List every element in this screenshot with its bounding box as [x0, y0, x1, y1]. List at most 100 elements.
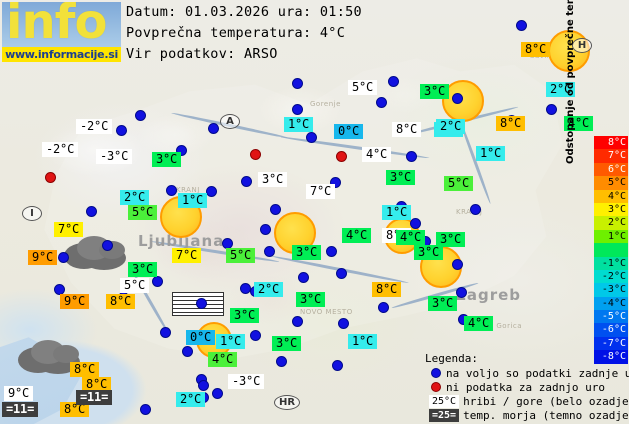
city-label: Velika Gorica: [470, 322, 523, 330]
dark-swatch-sample: =25=: [429, 408, 460, 422]
temperature-chip: 3°C: [258, 172, 288, 187]
temperature-chip: 8°C: [372, 282, 402, 297]
station-dot-no-data[interactable]: [250, 149, 261, 160]
station-dot[interactable]: [241, 176, 252, 187]
temperature-chip: 2°C: [120, 190, 150, 205]
red-dot-icon: [431, 382, 441, 392]
station-dot[interactable]: [546, 104, 557, 115]
temperature-chip: 3°C: [296, 292, 326, 307]
color-scale: Odstopanje od povprečne temperature: 8°C…: [565, 0, 628, 364]
temperature-chip: 2°C: [176, 392, 206, 407]
station-dot[interactable]: [338, 318, 349, 329]
station-dot[interactable]: [332, 360, 343, 371]
temperature-chip: 0°C: [334, 124, 364, 139]
temperature-chip: 3°C: [420, 84, 450, 99]
color-scale-row: -8°C: [594, 350, 628, 364]
station-dot[interactable]: [326, 246, 337, 257]
city-label: Gorenje: [310, 100, 341, 108]
station-dot[interactable]: [166, 185, 177, 196]
city-label: NOVO MESTO: [300, 308, 353, 316]
temperature-chip: 2°C: [546, 82, 576, 97]
legend-row-available: na voljo so podatki zadnje ure: [425, 366, 629, 380]
station-dot[interactable]: [270, 204, 281, 215]
station-dot[interactable]: [250, 330, 261, 341]
station-dot[interactable]: [102, 240, 113, 251]
temperature-chip: 1°C: [348, 334, 378, 349]
station-dot[interactable]: [264, 246, 275, 257]
temperature-chip: 4°C: [342, 228, 372, 243]
station-dot[interactable]: [54, 284, 65, 295]
temperature-chip: 3°C: [230, 308, 260, 323]
station-dot[interactable]: [292, 104, 303, 115]
legend-title: Legenda:: [425, 352, 478, 365]
color-scale-row: 7°C: [594, 149, 628, 163]
site-logo[interactable]: info www.informacije.si: [2, 2, 121, 62]
temperature-chip: 0°C: [186, 330, 216, 345]
temperature-chip: 3°C: [414, 245, 444, 260]
station-dot[interactable]: [410, 218, 421, 229]
station-dot[interactable]: [260, 224, 271, 235]
city-label: KRANJ: [176, 186, 200, 194]
temperature-chip: 8°C: [106, 294, 136, 309]
station-dot-no-data[interactable]: [45, 172, 56, 183]
station-dot[interactable]: [135, 110, 146, 121]
station-dot[interactable]: [336, 268, 347, 279]
sea-temperature-chip: =11=: [76, 390, 113, 405]
color-scale-row: -6°C: [594, 323, 628, 337]
station-dot[interactable]: [58, 252, 69, 263]
station-dot[interactable]: [378, 302, 389, 313]
station-dot[interactable]: [152, 276, 163, 287]
temperature-chip: 8°C: [392, 122, 422, 137]
station-dot[interactable]: [160, 327, 171, 338]
station-dot[interactable]: [198, 380, 209, 391]
station-dot[interactable]: [330, 177, 341, 188]
color-scale-row: 3°C: [594, 202, 628, 217]
temperature-chip: 8°C: [521, 42, 551, 57]
cloud-icon: [14, 336, 86, 376]
station-dot[interactable]: [206, 186, 217, 197]
station-dot[interactable]: [182, 346, 193, 357]
station-dot[interactable]: [140, 404, 151, 415]
station-dot[interactable]: [516, 20, 527, 31]
legend-label-mountains: hribi / gore (belo ozadje): [463, 394, 629, 408]
temperature-chip: 7°C: [54, 222, 84, 237]
temperature-chip: 2°C: [254, 282, 284, 297]
color-scale-row: -5°C: [594, 310, 628, 324]
station-dot[interactable]: [456, 287, 467, 298]
station-dot[interactable]: [406, 151, 417, 162]
station-dot[interactable]: [212, 388, 223, 399]
color-scale-row: -2°C: [594, 269, 628, 284]
header-date-line: Datum: 01.03.2026 ura: 01:50: [126, 4, 362, 20]
station-dot[interactable]: [452, 93, 463, 104]
station-dot[interactable]: [196, 298, 207, 309]
station-dot-no-data[interactable]: [336, 151, 347, 162]
station-dot[interactable]: [306, 132, 317, 143]
sea-temperature-chip: =11=: [2, 402, 39, 417]
station-dot[interactable]: [86, 206, 97, 217]
color-scale-row: [594, 243, 628, 257]
temperature-chip: 3°C: [386, 170, 416, 185]
legend-row-sea: =25= temp. morja (temno ozadje): [425, 408, 629, 422]
temperature-chip: 5°C: [120, 278, 150, 293]
station-dot[interactable]: [470, 204, 481, 215]
legend-label-available: na voljo so podatki zadnje ure: [446, 366, 629, 380]
blue-dot-icon: [431, 368, 441, 378]
station-dot[interactable]: [176, 145, 187, 156]
station-dot[interactable]: [452, 259, 463, 270]
station-dot[interactable]: [276, 356, 287, 367]
station-dot[interactable]: [208, 123, 219, 134]
station-dot[interactable]: [292, 78, 303, 89]
temperature-chip: 4°C: [362, 147, 392, 162]
legend-label-sea: temp. morja (temno ozadje): [463, 408, 629, 422]
station-dot[interactable]: [292, 316, 303, 327]
station-dot[interactable]: [116, 125, 127, 136]
legend-row-mountains: 25°C hribi / gore (belo ozadje): [425, 394, 629, 408]
temperature-chip: 3°C: [436, 232, 466, 247]
station-dot[interactable]: [298, 272, 309, 283]
station-dot[interactable]: [388, 76, 399, 87]
temperature-chip: 5°C: [128, 205, 158, 220]
station-dot[interactable]: [376, 97, 387, 108]
country-code-marker: A: [220, 114, 240, 129]
